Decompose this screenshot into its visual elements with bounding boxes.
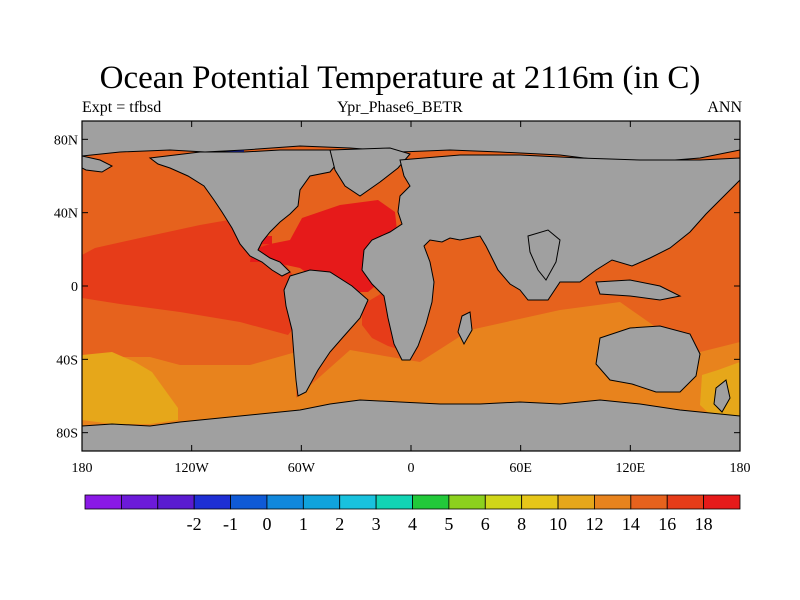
colorbar-label: 16 <box>658 514 676 534</box>
colorbar-label: -1 <box>223 514 238 534</box>
colorbar-swatch <box>630 494 668 510</box>
colorbar-swatch <box>120 494 159 510</box>
colorbar-swatch <box>666 494 705 510</box>
colorbar-label: 5 <box>444 514 453 534</box>
land-greenland <box>329 147 411 197</box>
colorbar-label: 3 <box>372 514 381 534</box>
land-madagascar <box>457 311 473 346</box>
colorbar-swatch <box>521 494 559 510</box>
land-new-zealand <box>713 379 731 413</box>
colorbar-swatch <box>230 494 268 510</box>
x-tick-label: 120W <box>175 461 210 476</box>
colorbar-swatch <box>412 494 450 510</box>
experiment-label: Expt = tfbsd <box>82 99 162 116</box>
y-tick-label: 40S <box>56 353 78 368</box>
x-tick-label: 180 <box>730 461 751 476</box>
colorbar: -2 -1 0 1 2 3 4 5 6 8 10 12 14 16 18 <box>84 494 741 534</box>
field-12-14-south-pacific <box>82 352 178 424</box>
x-tick-label: 180 <box>72 461 93 476</box>
x-tick-label: 60W <box>288 461 316 476</box>
colorbar-label: 12 <box>585 514 603 534</box>
colorbar-swatch <box>339 494 377 510</box>
colorbar-swatch <box>484 494 523 510</box>
colorbar-label: 8 <box>517 514 526 534</box>
colorbar-swatch <box>157 494 195 510</box>
colorbar-label: -2 <box>187 514 202 534</box>
colorbar-label: 0 <box>262 514 271 534</box>
y-tick-label: 80N <box>54 133 78 148</box>
land-indonesia <box>595 279 682 301</box>
colorbar-swatch <box>193 494 231 510</box>
colorbar-swatch <box>448 494 486 510</box>
land-masses <box>82 121 740 451</box>
season-label: ANN <box>707 99 742 116</box>
field-18-north-atlantic <box>250 200 398 292</box>
colorbar-label: 18 <box>695 514 713 534</box>
map-axes: 180 120W 60W 0 60E 120E 180 80N 40N 0 40S 80S <box>54 121 751 476</box>
colorbar-swatch <box>375 494 413 510</box>
y-tick-label: 0 <box>71 280 78 295</box>
land-south-america <box>283 269 369 397</box>
colorbar-swatch <box>594 494 632 510</box>
colorbar-swatch <box>703 494 741 510</box>
case-name-label: Ypr_Phase6_BETR <box>337 99 463 116</box>
colorbar-swatch <box>557 494 595 510</box>
colorbar-label: 2 <box>335 514 344 534</box>
land-australia <box>595 325 701 393</box>
colorbar-label: 10 <box>549 514 567 534</box>
land-chukotka <box>82 155 114 173</box>
x-tick-label: 60E <box>509 461 532 476</box>
map-title: Ocean Potential Temperature at 2116m (in… <box>99 60 701 96</box>
colorbar-label: 14 <box>622 514 640 534</box>
map-plot-area <box>82 121 740 451</box>
land-india <box>527 229 561 281</box>
colorbar-label: 6 <box>481 514 490 534</box>
land-arctic <box>82 121 740 163</box>
y-tick-label: 80S <box>56 427 78 442</box>
colorbar-label: 4 <box>408 514 417 534</box>
land-antarctica <box>82 399 740 451</box>
colorbar-swatch <box>266 494 304 510</box>
y-tick-label: 40N <box>54 207 78 222</box>
colorbar-label: 1 <box>299 514 308 534</box>
colorbar-swatch <box>84 494 122 510</box>
colorbar-swatch <box>302 494 341 510</box>
x-tick-label: 120E <box>616 461 646 476</box>
x-tick-label: 0 <box>408 461 415 476</box>
